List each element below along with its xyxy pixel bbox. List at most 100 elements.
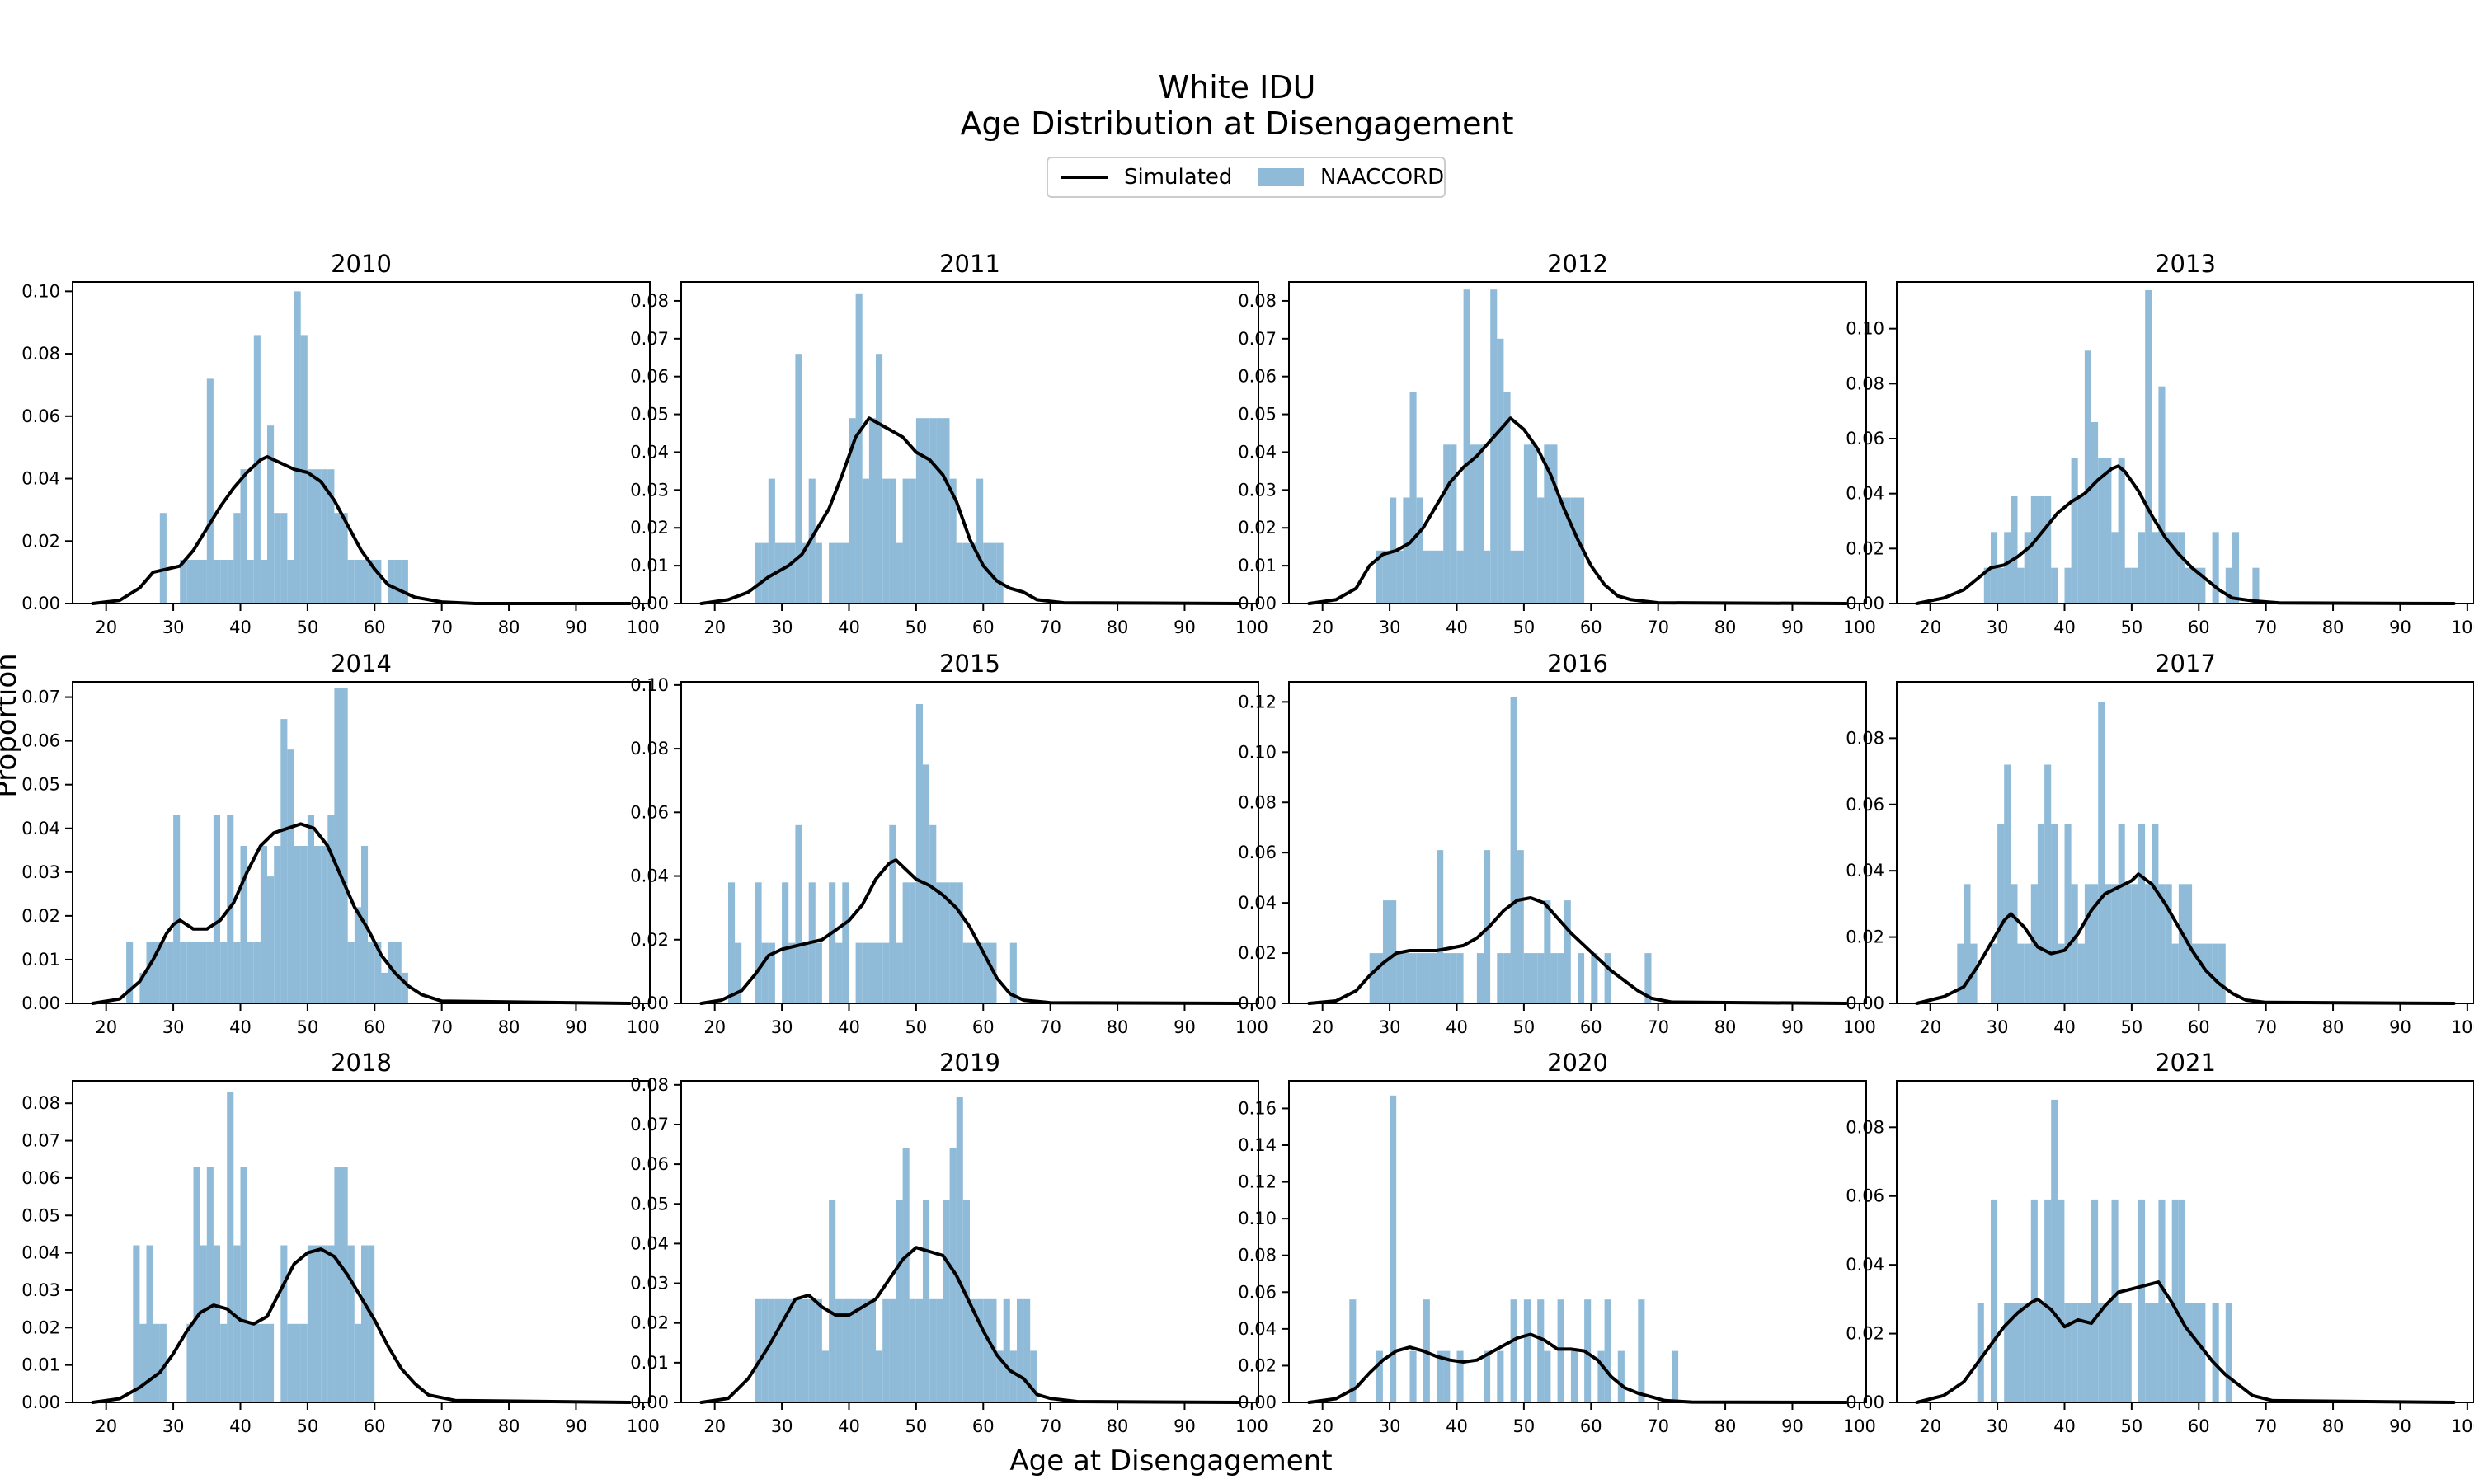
x-tick-label: 70: [430, 1416, 453, 1436]
bar: [401, 972, 408, 1003]
y-tick-label: 0.08: [630, 291, 669, 311]
bar: [2111, 532, 2119, 603]
bar: [2004, 764, 2011, 1003]
y-tick-label: 0.02: [1846, 538, 1884, 558]
plot-frame: [1288, 681, 1867, 1004]
bar: [1476, 953, 1484, 1003]
bar: [2124, 1303, 2132, 1402]
bar: [849, 1298, 856, 1402]
simulated-line: [699, 1246, 1240, 1404]
bar: [829, 882, 836, 1003]
bar: [307, 1245, 314, 1402]
bar: [1470, 444, 1477, 603]
bar: [896, 542, 903, 603]
bar: [936, 882, 943, 1003]
bar: [2232, 532, 2240, 603]
bar: [1638, 1299, 1645, 1402]
bar: [1383, 550, 1390, 603]
y-tick-label: 0.00: [1846, 1392, 1884, 1412]
y-tick-label: 0.01: [21, 950, 60, 970]
x-tick-label: 40: [838, 1017, 860, 1037]
y-tick-label: 0.08: [1846, 1117, 1884, 1137]
bar: [862, 942, 869, 1003]
bar: [1531, 953, 1538, 1003]
bar: [768, 1298, 775, 1402]
bar: [962, 1200, 970, 1402]
subplot-2013: 20 30 40 50 60 70 80 90 100 0.00 0.02 0.04 0.06 0.08 0…: [1846, 250, 2474, 637]
bar: [868, 418, 876, 603]
subplot-2015: 20 30 40 50 60 70 80 90 100 0.00 0.02 0.04 0.06 0.08 0…: [630, 650, 1268, 1037]
bar: [2098, 1303, 2105, 1402]
bar: [233, 942, 241, 1003]
subplot-title: 2016: [1547, 650, 1608, 678]
x-tick-label: 70: [1647, 618, 1669, 637]
bar: [159, 1323, 167, 1402]
y-tick-label: 0.02: [1846, 928, 1884, 947]
bar: [1550, 444, 1558, 603]
x-tick-label: 90: [1781, 1416, 1804, 1436]
bar: [180, 560, 187, 603]
x-tick-label: 60: [2188, 1416, 2210, 1436]
bar: [929, 418, 937, 603]
bar: [970, 942, 977, 1003]
y-tick-label: 0.00: [1238, 1392, 1277, 1412]
bar: [862, 1298, 869, 1402]
x-tick-label: 100: [1843, 1017, 1876, 1037]
bar: [1964, 884, 1971, 1003]
bar: [876, 1350, 883, 1402]
x-tick-label: 40: [2053, 618, 2076, 637]
y-tick-label: 0.04: [1846, 861, 1884, 881]
simulated-line: [699, 416, 1240, 605]
y-tick-label: 0.00: [630, 594, 669, 613]
bar: [1991, 1199, 1998, 1402]
bar: [2091, 884, 2099, 1003]
bar: [1437, 550, 1444, 603]
bar: [788, 542, 796, 603]
bar: [1490, 289, 1498, 603]
bar: [2044, 1199, 2052, 1402]
x-tick-label: 90: [1174, 1017, 1196, 1037]
bar: [314, 469, 322, 603]
bar: [788, 942, 796, 1003]
bar: [1376, 953, 1383, 1003]
bar: [287, 560, 294, 603]
subplot-title: 2010: [331, 250, 392, 278]
bar: [835, 542, 843, 603]
x-tick-label: 50: [2121, 1416, 2143, 1436]
x-tick-label: 90: [565, 1416, 587, 1436]
y-tick-label: 0.08: [630, 739, 669, 758]
bar: [768, 478, 775, 603]
bar: [1369, 953, 1376, 1003]
plot-frame: [72, 281, 651, 604]
y-tick-label: 0.02: [21, 531, 60, 551]
bar: [2131, 884, 2138, 1003]
y-tick-label: 0.00: [21, 1392, 60, 1412]
subplot-title: 2018: [331, 1049, 392, 1077]
plot-frame: [1896, 1080, 2474, 1403]
bar: [1003, 1298, 1010, 1402]
bar: [260, 560, 267, 603]
bar: [2145, 290, 2152, 603]
y-tick-label: 0.10: [630, 675, 669, 695]
y-tick-label: 0.06: [630, 802, 669, 822]
bar: [280, 719, 288, 1003]
bar: [368, 560, 375, 603]
y-tick-label: 0.04: [1238, 1319, 1277, 1339]
bar: [915, 704, 923, 1003]
bar: [1544, 1350, 1551, 1402]
bar: [1484, 1350, 1491, 1402]
bar: [949, 478, 957, 603]
bar: [1644, 953, 1652, 1003]
bar: [233, 513, 241, 603]
bar: [354, 907, 361, 1003]
bar: [334, 688, 341, 1003]
bar: [835, 942, 843, 1003]
bar: [782, 1298, 789, 1402]
bar: [146, 942, 153, 1003]
bar: [1531, 444, 1538, 603]
y-tick-label: 0.00: [1846, 993, 1884, 1013]
bar: [2058, 943, 2065, 1003]
x-tick-label: 20: [703, 1416, 726, 1436]
x-tick-label: 70: [430, 618, 453, 637]
y-tick-label: 0.08: [1238, 792, 1277, 812]
